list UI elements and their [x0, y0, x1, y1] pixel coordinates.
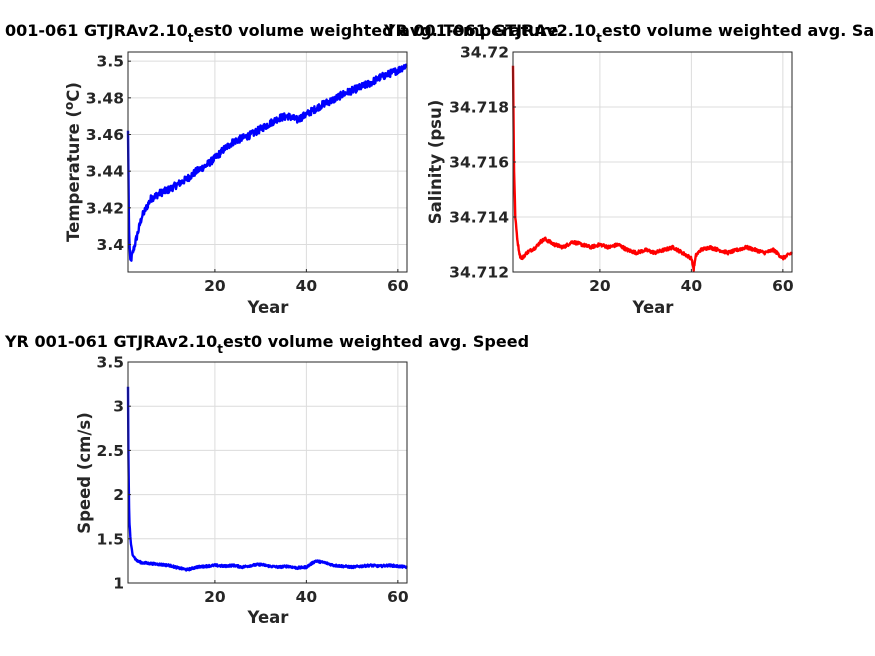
- speed-x-label: Year: [247, 608, 290, 627]
- temperature-series-line: [126, 63, 408, 262]
- salinity-y-tick-label: 34.718: [449, 99, 509, 117]
- temperature-y-tick-label: 3.46: [86, 126, 124, 144]
- temperature-x-tick-label: 60: [387, 277, 409, 295]
- temperature-series: [126, 63, 408, 262]
- speed-y-tick-label: 1: [113, 575, 124, 593]
- salinity-y-tick-label: 34.72: [460, 44, 509, 62]
- speed-y-tick-label: 3.5: [97, 354, 124, 372]
- speed-x-tick-label: 20: [204, 588, 226, 606]
- salinity-title: YR 001-061 GTJRAv2.10test0 volume weight…: [383, 21, 875, 45]
- temperature-ticks: 20 40 60 3.4 3.42 3.44 3.46 3.48 3.5: [86, 51, 409, 295]
- speed-x-tick-label: 60: [387, 588, 409, 606]
- salinity-series: [511, 65, 793, 272]
- speed-y-label: Speed (cm/s): [75, 412, 94, 534]
- salinity-ticks: 20 40 60 34.712 34.714 34.716 34.718 34.72: [449, 44, 794, 296]
- temperature-axes-frame: [127, 51, 408, 273]
- salinity-x-tick-label: 20: [589, 277, 611, 295]
- speed-y-tick-label: 3: [113, 398, 124, 416]
- salinity-x-tick-label: 60: [772, 277, 794, 295]
- salinity-x-tick-label: 40: [681, 277, 703, 295]
- salinity-y-tick-label: 34.714: [449, 209, 509, 227]
- speed-axes-box: [127, 361, 408, 584]
- temperature-y-label: Temperature (oC): [62, 82, 83, 242]
- salinity-y-label: Salinity (psu): [426, 100, 445, 225]
- speed-y-tick-label: 2.5: [97, 442, 124, 460]
- salinity-series-line: [511, 65, 793, 272]
- temperature-x-tick-label: 40: [296, 277, 318, 295]
- speed-panel: 20 40 60 1 1.5 2 2.5 3 3.5 YR 001-061 GTJRAv2.10…: [4, 332, 529, 627]
- temperature-title: YR 001-061 GTJRAv2.10test0 volume weight…: [0, 21, 559, 45]
- temperature-y-tick-label: 3.48: [86, 89, 124, 107]
- salinity-x-label: Year: [632, 298, 675, 317]
- temperature-panel: 20 40 60 3.4 3.42 3.44 3.46 3.48 3.5 YR 001-061 …: [0, 21, 559, 317]
- speed-axes-frame: [127, 361, 408, 584]
- speed-title: YR 001-061 GTJRAv2.10test0 volume weight…: [4, 332, 529, 356]
- temperature-grid: [128, 52, 407, 272]
- speed-series-line: [126, 386, 408, 572]
- salinity-y-tick-label: 34.712: [449, 264, 509, 282]
- speed-y-tick-label: 2: [113, 486, 124, 504]
- temperature-y-tick-label: 3.44: [86, 163, 124, 181]
- salinity-panel: 20 40 60 34.712 34.714 34.716 34.718 34.72 YR 0…: [383, 21, 875, 317]
- temperature-x-label: Year: [247, 298, 290, 317]
- speed-ticks: 20 40 60 1 1.5 2 2.5 3 3.5: [97, 354, 409, 607]
- salinity-axes-frame: [512, 51, 793, 273]
- speed-y-tick-label: 1.5: [97, 530, 124, 548]
- speed-series: [126, 386, 408, 572]
- temperature-x-tick-label: 20: [204, 277, 226, 295]
- temperature-y-tick-label: 3.5: [97, 53, 124, 71]
- temperature-y-tick-label: 3.4: [97, 236, 125, 254]
- salinity-y-tick-label: 34.716: [449, 154, 509, 172]
- temperature-y-tick-label: 3.42: [86, 199, 124, 217]
- speed-x-tick-label: 40: [296, 588, 318, 606]
